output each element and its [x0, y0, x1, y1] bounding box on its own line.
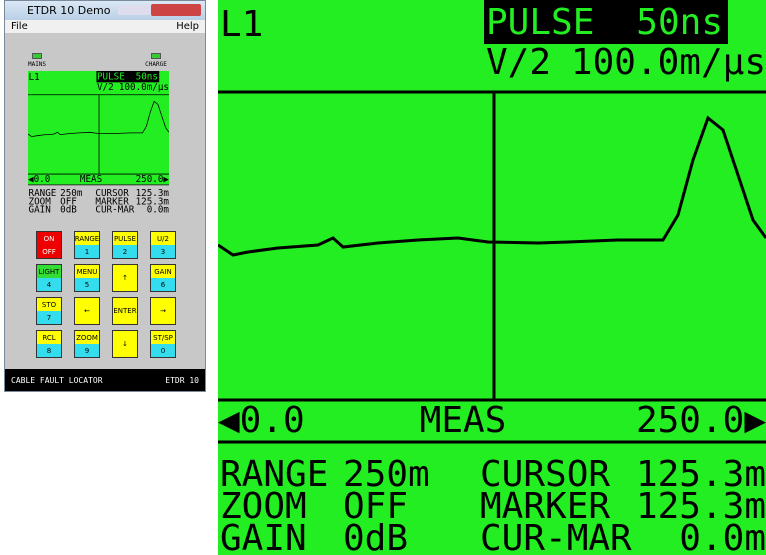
display-text: GAIN [220, 518, 307, 555]
display-text: 0dB [60, 205, 77, 214]
key-label: GAIN [151, 265, 175, 278]
key-label: ENTER [113, 298, 137, 324]
key-label: OFF [37, 245, 61, 258]
key-label: U/2 [151, 232, 175, 245]
key-label: 8 [37, 344, 61, 357]
display-text: ◀0.0 [218, 400, 305, 441]
display-text: PULSE [486, 2, 594, 43]
display-text: 0.0m [147, 205, 169, 214]
display-text: 0dB [343, 518, 408, 555]
display-text: L1 [220, 4, 263, 45]
indicator: CHARGE [141, 53, 171, 68]
display-text: 50ns [636, 2, 723, 43]
indicator-label: MAINS [28, 61, 46, 68]
key-label: ST/SP [151, 331, 175, 344]
key-label: STO [37, 298, 61, 311]
key[interactable]: ENTER [112, 297, 138, 325]
display-text: ◀0.0 [28, 174, 50, 185]
display-text: CUR-MAR [95, 205, 134, 214]
key-label: → [151, 298, 175, 324]
key-label: LIGHT [37, 265, 61, 278]
key-label: 5 [75, 278, 99, 291]
key-label: 7 [37, 311, 61, 324]
title-bar: ETDR 10 Demo [5, 1, 205, 20]
display-text: 100.0m/µs [119, 82, 169, 93]
key[interactable]: ← [74, 297, 100, 325]
display-text: V/2 [486, 42, 551, 83]
footer-left: CABLE FAULT LOCATOR [11, 376, 103, 385]
display-text: V/2 [97, 82, 114, 93]
display-text: 250.0▶ [136, 174, 169, 185]
key[interactable]: → [150, 297, 176, 325]
display-text: 100.0m/µs [571, 42, 766, 83]
display-text: 250.0▶ [636, 400, 766, 441]
menu-item[interactable]: Help [176, 20, 199, 33]
footer: CABLE FAULT LOCATOR ETDR 10 [5, 369, 205, 391]
key-label: ↓ [113, 331, 137, 357]
display-text: 0.0m [679, 518, 766, 555]
footer-right: ETDR 10 [165, 376, 199, 385]
menu-bar: File Help [5, 20, 205, 33]
display-text: MEAS [420, 400, 507, 441]
key-label: ↑ [113, 265, 137, 291]
display-text: CUR-MAR [480, 518, 632, 555]
key-label: 2 [113, 245, 137, 258]
key-label: 4 [37, 278, 61, 291]
indicator: MAINS [22, 53, 52, 68]
display-text: L1 [29, 72, 40, 83]
key-label: ON [37, 232, 61, 245]
display-text: 50ns [136, 72, 158, 83]
window-controls[interactable] [151, 4, 201, 16]
key-label: 6 [151, 278, 175, 291]
key-label: RANGE [75, 232, 99, 245]
window-title: ETDR 10 Demo [27, 4, 110, 17]
key-label: 3 [151, 245, 175, 258]
display-text: GAIN [29, 205, 51, 214]
key-label: ← [75, 298, 99, 324]
key-label: ZOOM [75, 331, 99, 344]
display-text: PULSE [97, 72, 125, 83]
key[interactable]: ↓ [112, 330, 138, 358]
key-label: RCL [37, 331, 61, 344]
key-label: 0 [151, 344, 175, 357]
indicator-label: CHARGE [145, 61, 167, 68]
key-label: 9 [75, 344, 99, 357]
menu-item[interactable]: File [11, 20, 28, 33]
display-text: MEAS [80, 174, 102, 185]
app-window: ETDR 10 Demo File Help MAINS CHARGE L1 PUL… [4, 0, 206, 392]
page: ETDR 10 Demo File Help MAINS CHARGE L1 PUL… [0, 0, 766, 555]
key-label: MENU [75, 265, 99, 278]
key-label: 1 [75, 245, 99, 258]
key[interactable]: ↑ [112, 264, 138, 292]
key-label: PULSE [113, 232, 137, 245]
